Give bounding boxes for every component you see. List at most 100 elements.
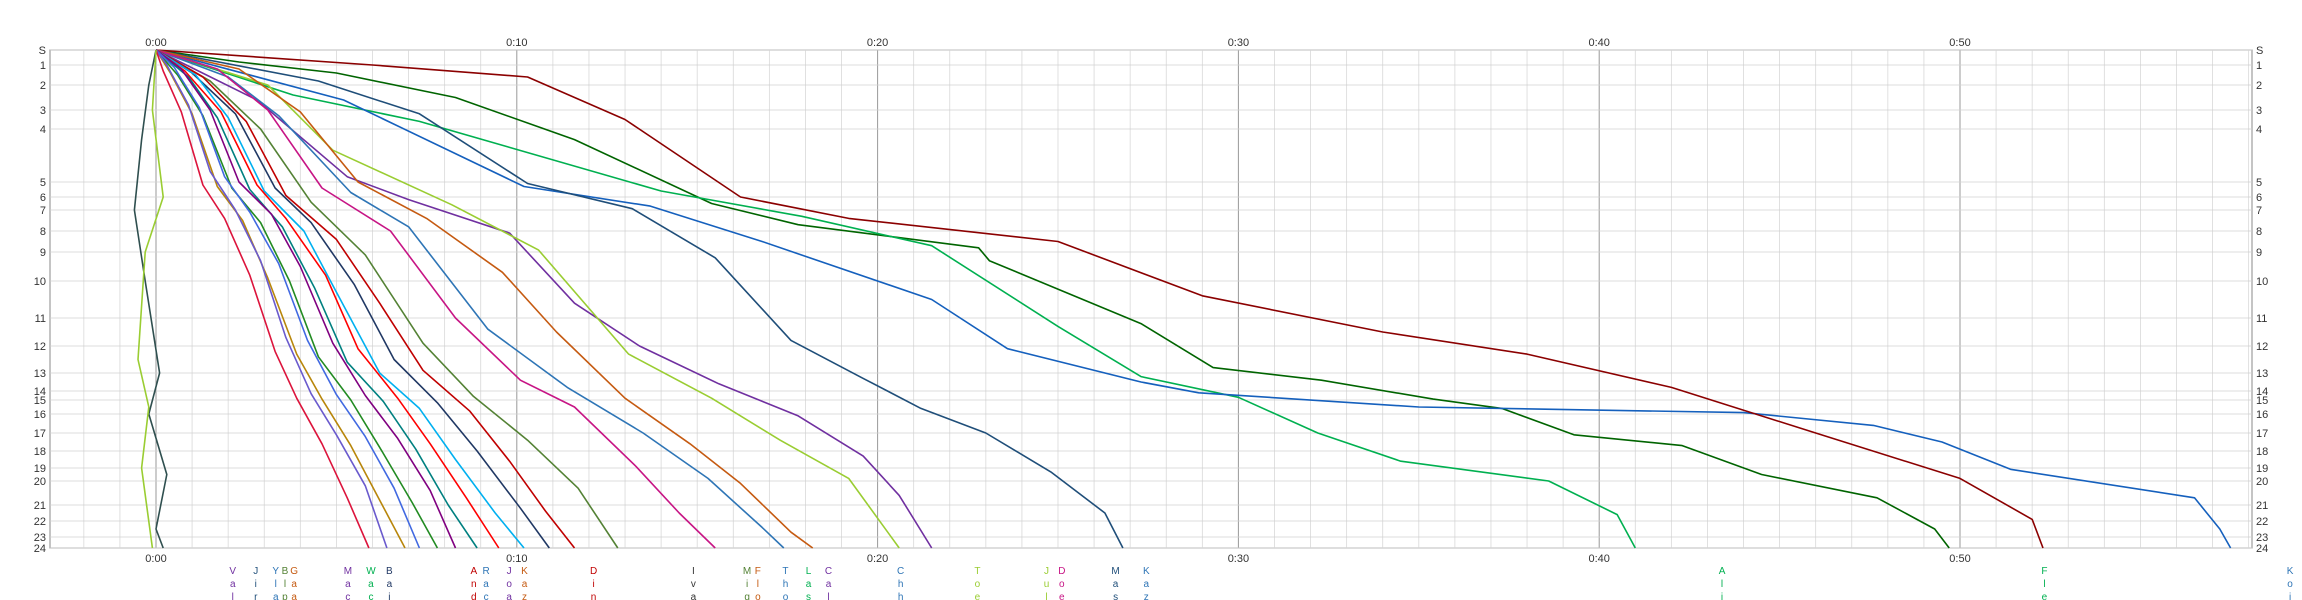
- runner-label-char: i: [388, 592, 390, 600]
- series-line-23: [133, 49, 168, 549]
- y-tick-right: 4: [2256, 124, 2262, 136]
- runner-label-char: a: [506, 592, 512, 600]
- runner-label-char: W: [366, 566, 376, 577]
- runner-label-char: l: [232, 592, 234, 600]
- runner-label-char: a: [483, 579, 489, 590]
- series-line-15: [155, 49, 500, 549]
- runner-label-char: c: [368, 592, 373, 600]
- runner-label-char: i: [592, 579, 594, 590]
- series-line-9: [155, 49, 785, 549]
- x-tick-labels: 0:00 0:00 0:10 0:10 0:20 0:20 0:30 0:30 0:40 0:40…: [145, 37, 1970, 565]
- runner-label-char: s: [806, 592, 811, 600]
- runner-label-char: M: [743, 566, 751, 577]
- y-tick-right: 6: [2256, 192, 2262, 204]
- runner-label-char: G: [290, 566, 298, 577]
- runner-label-char: D: [1058, 566, 1065, 577]
- x-tick-top: 0:10: [506, 37, 527, 49]
- y-tick-left: 16: [34, 409, 46, 421]
- series-line-21: [155, 49, 388, 549]
- runner-label-char: B: [282, 566, 289, 577]
- runner-label-char: h: [898, 592, 904, 600]
- runner-label-char: a: [387, 579, 393, 590]
- x-tick-top: 0:40: [1588, 37, 1609, 49]
- series-line-16: [155, 49, 478, 549]
- runner-label-char: l: [1045, 592, 1047, 600]
- x-tick-bottom: 0:50: [1949, 553, 1970, 565]
- runner-label-char: L: [806, 566, 812, 577]
- x-tick-top: 0:00: [145, 37, 166, 49]
- runner-label-char: C: [825, 566, 832, 577]
- runner-label-char: a: [1143, 579, 1149, 590]
- x-tick-bottom: 0:20: [867, 553, 888, 565]
- runner-label-char: e: [2042, 592, 2048, 600]
- runner-label-char: l: [757, 579, 759, 590]
- y-tick-left: 22: [34, 516, 46, 528]
- runner-label-char: a: [826, 579, 832, 590]
- y-tick-left: 8: [40, 226, 46, 238]
- runner-label-char: i: [2289, 592, 2291, 600]
- runner-label-char: o: [1059, 579, 1065, 590]
- y-tick-right: 1: [2256, 60, 2262, 72]
- series-line-22: [155, 49, 370, 549]
- runner-label-char: Y: [272, 566, 279, 577]
- runner-label-char: i: [746, 579, 748, 590]
- y-tick-left: 14: [34, 386, 46, 398]
- x-tick-bottom: 0:40: [1588, 553, 1609, 565]
- y-tick-right: 17: [2256, 428, 2268, 440]
- y-tick-right: 14: [2256, 386, 2268, 398]
- runner-label-char: l: [275, 579, 277, 590]
- y-tick-left: 4: [40, 124, 46, 136]
- chart-grid: [49, 49, 2253, 549]
- series-line-8: [155, 49, 814, 549]
- y-tick-right: 3: [2256, 105, 2262, 117]
- runner-label-char: i: [255, 579, 257, 590]
- series-line-5: [155, 49, 1124, 549]
- y-tick-right: 22: [2256, 516, 2268, 528]
- plot-frame: [49, 49, 2253, 549]
- y-tick-right: 11: [2256, 313, 2267, 325]
- series-line-10: [155, 49, 716, 549]
- runner-label-char: K: [1143, 566, 1150, 577]
- y-tick-right: 13: [2256, 368, 2268, 380]
- runner-label-char: e: [1059, 592, 1065, 600]
- y-tick-right: 24: [2256, 543, 2268, 555]
- runner-label-char: n: [591, 592, 597, 600]
- x-tick-top: 0:50: [1949, 37, 1970, 49]
- y-tick-left: 17: [34, 428, 46, 440]
- runner-label-char: i: [1721, 592, 1723, 600]
- runner-label-char: l: [827, 592, 829, 600]
- runner-label-char: e: [975, 592, 981, 600]
- runner-label-char: a: [291, 592, 297, 600]
- y-tick-left: 18: [34, 446, 46, 458]
- runner-label-char: a: [291, 579, 297, 590]
- runner-label-char: J: [253, 566, 258, 577]
- runner-label-char: K: [2287, 566, 2294, 577]
- runner-label-char: F: [755, 566, 761, 577]
- y-tick-left: 1: [40, 60, 46, 72]
- runner-label-char: u: [1044, 579, 1050, 590]
- series-line-11: [155, 49, 619, 549]
- y-tick-right: 15: [2256, 395, 2268, 407]
- runner-label-char: a: [806, 579, 812, 590]
- runner-label-char: a: [522, 579, 528, 590]
- y-tick-left: S: [39, 45, 46, 57]
- y-tick-right: 10: [2256, 276, 2268, 288]
- runner-label-char: o: [755, 592, 761, 600]
- series-line-2: [155, 49, 1637, 549]
- y-tick-right: 12: [2256, 341, 2268, 353]
- y-tick-left: 19: [34, 463, 46, 475]
- y-tick-left: 6: [40, 192, 46, 204]
- runner-label-char: n: [471, 579, 477, 590]
- series-line-6: [155, 49, 933, 549]
- runner-label-char: K: [521, 566, 528, 577]
- runner-label-char: l: [284, 579, 286, 590]
- y-tick-left: 24: [34, 543, 46, 555]
- runner-label-char: r: [254, 592, 258, 600]
- runner-label-char: J: [507, 566, 512, 577]
- y-tick-right: 23: [2256, 532, 2268, 544]
- y-tick-labels: S123456789101112131415161718192021222324…: [34, 45, 2269, 555]
- y-tick-right: 8: [2256, 226, 2262, 238]
- runner-label-char: D: [590, 566, 597, 577]
- runner-label-char: A: [470, 566, 477, 577]
